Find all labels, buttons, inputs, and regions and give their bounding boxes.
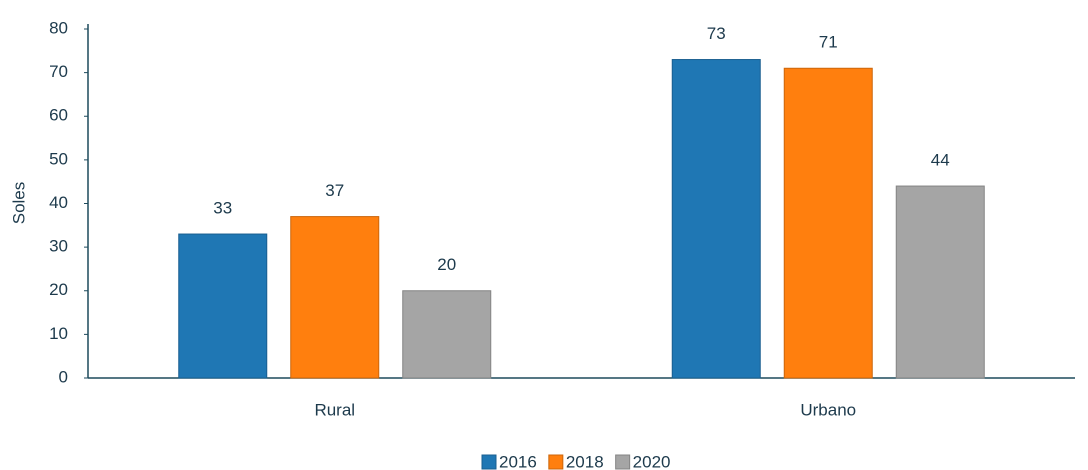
bar [402, 290, 492, 379]
data-label: 73 [707, 24, 726, 43]
y-tick-label: 80 [49, 18, 68, 37]
data-label: 71 [819, 33, 838, 52]
data-label: 44 [931, 151, 950, 170]
data-label: 33 [213, 199, 232, 218]
legend-label: 2016 [499, 452, 537, 470]
y-tick-label: 60 [49, 106, 68, 125]
legend-swatch [481, 454, 497, 470]
legend-label: 2018 [566, 452, 604, 470]
x-tick-label: Rural [314, 400, 355, 419]
y-tick-label: 50 [49, 149, 68, 168]
legend-label: 2020 [633, 452, 671, 470]
legend-swatch [548, 454, 564, 470]
bar [290, 216, 380, 379]
data-label: 37 [325, 181, 344, 200]
y-tick-label: 40 [49, 193, 68, 212]
y-axis-label: Soles [9, 182, 28, 225]
data-label: 20 [437, 255, 456, 274]
y-tick-label: 10 [49, 324, 68, 343]
y-tick-label: 70 [49, 62, 68, 81]
legend-swatch [615, 454, 631, 470]
bar [783, 67, 873, 379]
y-tick-label: 30 [49, 237, 68, 256]
bar [895, 185, 985, 379]
y-tick-label: 20 [49, 280, 68, 299]
x-tick-label: Urbano [800, 400, 856, 419]
bar [671, 59, 761, 379]
y-tick-label: 0 [59, 367, 68, 386]
bar [178, 233, 268, 379]
